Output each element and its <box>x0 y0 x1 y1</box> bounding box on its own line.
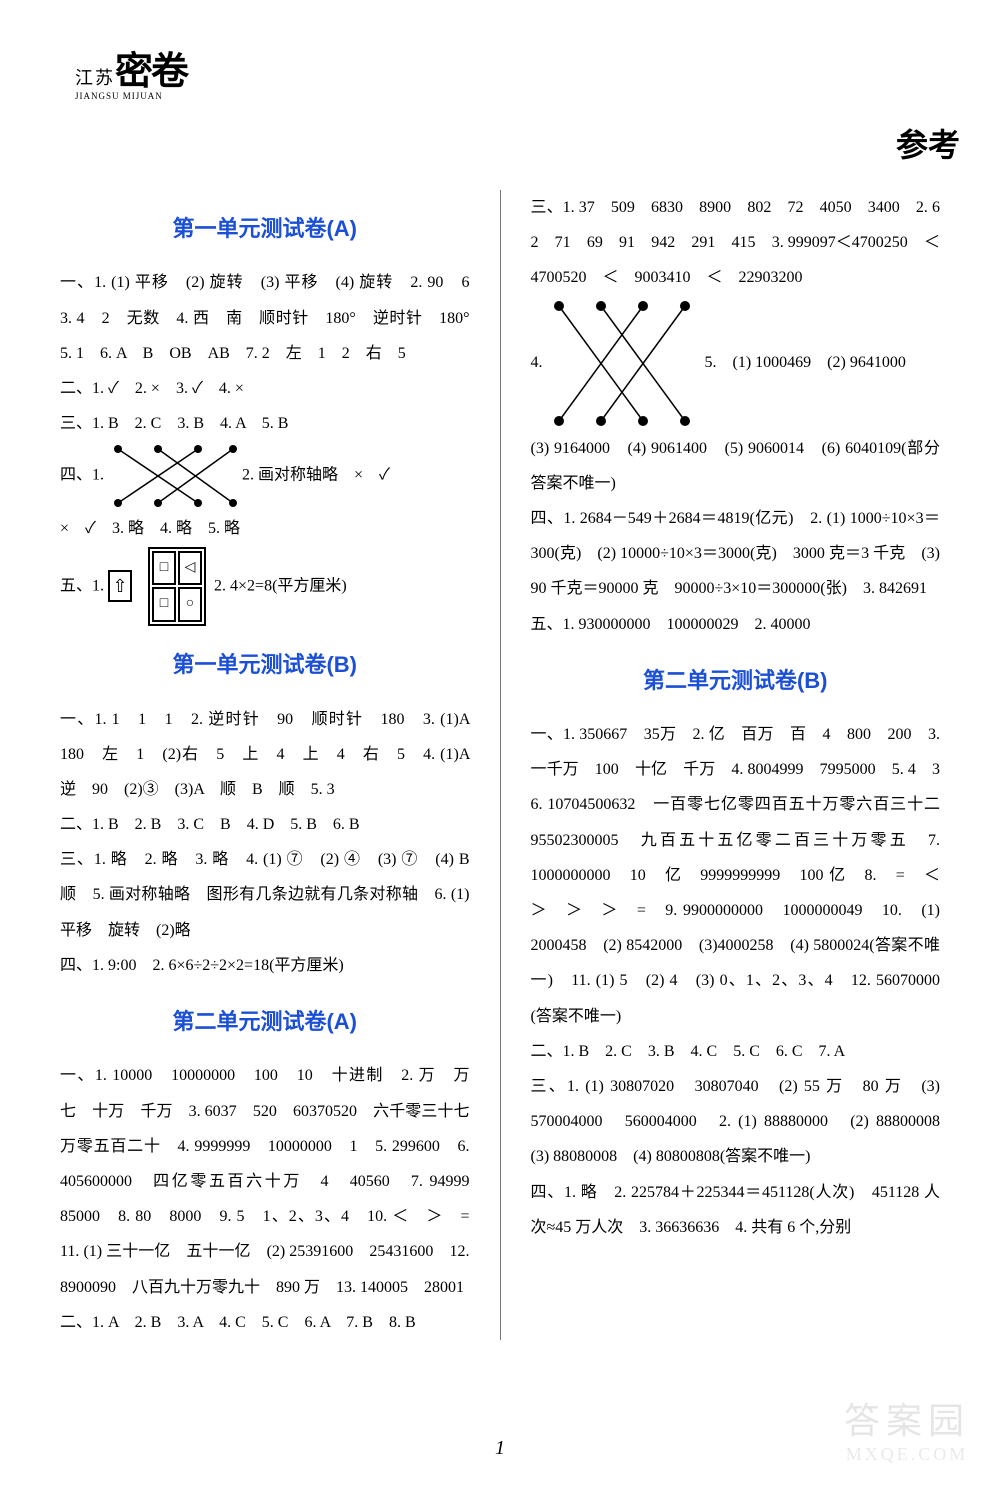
u2a-sec3c: 5. (1) 1000469 (2) 9641000 <box>705 354 906 371</box>
u2a-sec3a: 三、1. 37 509 6830 8900 802 72 4050 3400 2… <box>531 190 941 296</box>
logo-pre: 江苏 <box>75 68 115 88</box>
u1a-sec4c: × ✓ 3. 略 4. 略 5. 略 <box>60 511 470 546</box>
u2b-sec3: 三、1. (1) 30807020 30807040 (2) 55 万 80 万… <box>531 1069 941 1175</box>
u1b-sec4: 四、1. 9:00 2. 6×6÷2÷2×2=18(平方厘米) <box>60 948 470 983</box>
u2a-sec3b-label: 4. <box>531 354 543 371</box>
answer-columns: 第一单元测试卷(A) 一、1. (1) 平移 (2) 旋转 (3) 平移 (4)… <box>60 190 940 1340</box>
matching-diagram-small <box>108 441 238 511</box>
u1a-sec4-text: 2. 画对称轴略 × ✓ <box>242 467 390 484</box>
u1a-sec5-text: 2. 4×2=8(平方厘米) <box>214 577 347 594</box>
u1a-sec2: 二、1. ✓ 2. × 3. ✓ 4. × <box>60 371 470 406</box>
grid-cell: □ <box>152 551 176 586</box>
right-column: 三、1. 37 509 6830 8900 802 72 4050 3400 2… <box>531 190 941 1340</box>
page-ref-title: 参考 <box>896 120 960 166</box>
brand-logo: 江苏密卷 JIANGSU MIJUAN <box>75 40 187 101</box>
unit-2b-title: 第二单元测试卷(B) <box>531 657 941 705</box>
u1a-sec5-label: 五、1. <box>60 577 104 594</box>
u1b-sec2: 二、1. B 2. B 3. C B 4. D 5. B 6. B <box>60 807 470 842</box>
column-divider <box>500 190 501 1340</box>
u2a-sec1: 一、1. 10000 10000000 100 10 十进制 2. 万 万 七 … <box>60 1058 470 1304</box>
watermark: 答案园 MXQE.COM <box>844 1392 970 1465</box>
u1a-sec4-label: 四、1. <box>60 467 104 484</box>
u2a-sec3b: 4. 5. (1) 1000469 (2) 9641000 <box>531 296 941 431</box>
logo-main: 密卷 <box>115 51 187 93</box>
u1a-sec3: 三、1. B 2. C 3. B 4. A 5. B <box>60 406 470 441</box>
u2b-sec2: 二、1. B 2. C 3. B 4. C 5. C 6. C 7. A <box>531 1034 941 1069</box>
grid-cell: ○ <box>178 587 202 622</box>
u1a-sec5: 五、1. ⇧ □◁ □○ 2. 4×2=8(平方厘米) <box>60 547 470 627</box>
watermark-text: 答案园 <box>844 1392 970 1444</box>
watermark-url: MXQE.COM <box>844 1444 970 1465</box>
u2a-sec4: 四、1. 2684－549＋2684＝4819(亿元) 2. (1) 1000÷… <box>531 501 941 607</box>
grid-2x2: □◁ □○ <box>148 547 206 627</box>
u1a-sec1: 一、1. (1) 平移 (2) 旋转 (3) 平移 (4) 旋转 2. 90 6… <box>60 265 470 371</box>
arrow-up-icon: ⇧ <box>108 570 132 602</box>
u2b-sec1: 一、1. 350667 35万 2. 亿 百万 百 4 800 200 3. 一… <box>531 717 941 1034</box>
left-column: 第一单元测试卷(A) 一、1. (1) 平移 (2) 旋转 (3) 平移 (4)… <box>60 190 470 1340</box>
unit-1b-title: 第一单元测试卷(B) <box>60 641 470 689</box>
unit-2a-title: 第二单元测试卷(A) <box>60 998 470 1046</box>
matching-diagram-large <box>547 296 697 431</box>
u2a-sec2: 二、1. A 2. B 3. A 4. C 5. C 6. A 7. B 8. … <box>60 1305 470 1340</box>
u2a-sec3d: (3) 9164000 (4) 9061400 (5) 9060014 (6) … <box>531 431 941 501</box>
u1a-sec4: 四、1. 2. 画对称轴略 × ✓ <box>60 441 470 511</box>
u2b-sec4: 四、1. 略 2. 225784＋225344＝451128(人次) 45112… <box>531 1175 941 1245</box>
page-number: 1 <box>495 1437 505 1460</box>
u1b-sec1: 一、1. 1 1 1 2. 逆时针 90 顺时针 180 3. (1)A 180… <box>60 702 470 808</box>
u1b-sec3: 三、1. 略 2. 略 3. 略 4. (1) ⑦ (2) ④ (3) ⑦ (4… <box>60 842 470 948</box>
unit-1a-title: 第一单元测试卷(A) <box>60 205 470 253</box>
grid-cell: □ <box>152 587 176 622</box>
grid-cell: ◁ <box>178 551 202 586</box>
u2a-sec5: 五、1. 930000000 100000029 2. 40000 <box>531 607 941 642</box>
